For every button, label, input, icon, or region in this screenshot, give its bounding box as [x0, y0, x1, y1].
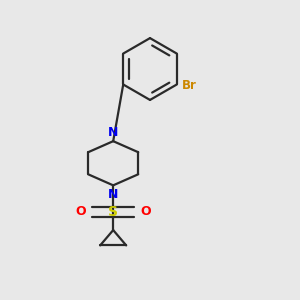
Text: N: N — [108, 126, 119, 139]
Text: Br: Br — [182, 80, 197, 92]
Text: O: O — [76, 205, 86, 218]
Text: N: N — [108, 188, 119, 201]
Text: S: S — [108, 205, 118, 219]
Text: O: O — [140, 205, 151, 218]
